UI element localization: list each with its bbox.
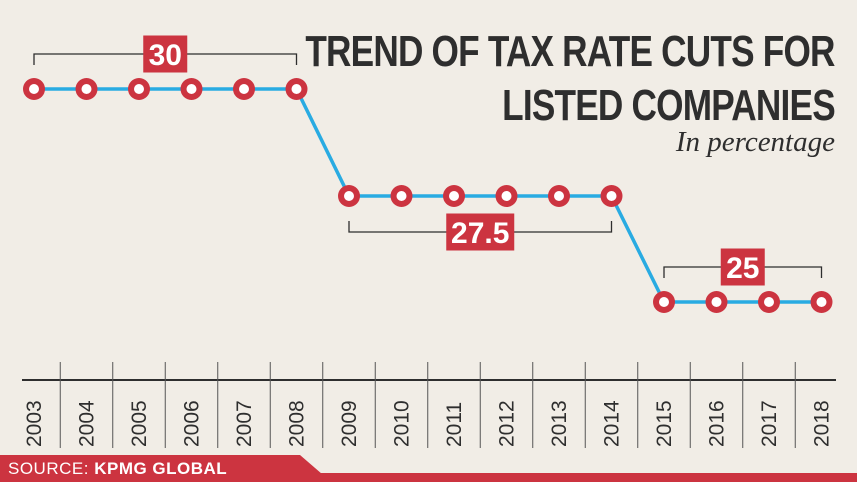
data-point-2004 bbox=[75, 78, 98, 100]
annotation-27-5: 27.5 bbox=[348, 213, 613, 251]
data-point-2016 bbox=[705, 291, 728, 313]
data-point-2011 bbox=[443, 185, 465, 207]
annotation-bracket-group: 30 27.5 25 bbox=[33, 35, 823, 286]
data-point-center bbox=[344, 191, 354, 201]
series-line-group bbox=[34, 87, 822, 304]
data-point-center bbox=[711, 297, 722, 307]
chart-subtitle: In percentage bbox=[675, 126, 835, 158]
x-tick-label-2004: 2004 bbox=[76, 400, 99, 447]
data-point-2008 bbox=[285, 78, 308, 100]
x-tick-label-2013: 2013 bbox=[548, 400, 571, 447]
data-point-center bbox=[81, 84, 92, 94]
data-point-2006 bbox=[180, 78, 203, 100]
x-tick-label-2012: 2012 bbox=[496, 400, 519, 447]
x-tick-label-2005: 2005 bbox=[128, 400, 151, 447]
data-point-center bbox=[396, 191, 407, 201]
x-tick-label-2009: 2009 bbox=[338, 400, 361, 447]
source-credit: SOURCE: KPMG GLOBAL bbox=[8, 459, 227, 479]
chart-title-line-1: TREND OF TAX RATE CUTS FOR bbox=[305, 27, 836, 76]
footer-tab bbox=[0, 455, 322, 474]
data-point-center bbox=[239, 84, 249, 94]
annotation-30: 30 bbox=[33, 35, 298, 73]
x-tick-label-2016: 2016 bbox=[706, 400, 729, 447]
annotation-label-box bbox=[143, 35, 188, 73]
annotation-label-box bbox=[720, 248, 765, 286]
data-point-2005 bbox=[128, 78, 150, 100]
annotation-label-box bbox=[446, 213, 515, 251]
x-axis: 2003 2004 2005 2006 2007 2008 2009 2010 2011 2012… bbox=[22, 362, 836, 448]
data-point-group bbox=[23, 78, 833, 313]
data-point-2009 bbox=[338, 185, 360, 207]
data-point-center bbox=[501, 191, 512, 201]
data-point-2018 bbox=[810, 291, 833, 313]
data-point-center bbox=[659, 297, 669, 307]
data-point-2007 bbox=[233, 78, 255, 100]
data-point-center bbox=[186, 84, 197, 94]
x-tick-label-2010: 2010 bbox=[391, 400, 414, 447]
data-point-2017 bbox=[758, 291, 780, 313]
data-point-2014 bbox=[600, 185, 623, 207]
x-tick-label-2014: 2014 bbox=[601, 400, 624, 447]
x-tick-label-2018: 2018 bbox=[811, 400, 834, 447]
source-label: SOURCE: bbox=[8, 459, 89, 478]
annotation-25: 25 bbox=[663, 248, 823, 286]
x-tick-label-2007: 2007 bbox=[233, 400, 256, 447]
annotation-label: 27.5 bbox=[451, 217, 509, 250]
x-tick-label-2008: 2008 bbox=[286, 400, 309, 447]
data-point-center bbox=[606, 191, 617, 201]
data-point-2012 bbox=[495, 185, 518, 207]
x-tick-label-2003: 2003 bbox=[23, 400, 46, 447]
series-line bbox=[34, 87, 822, 304]
data-point-center bbox=[134, 84, 144, 94]
x-tick-label-2006: 2006 bbox=[181, 400, 204, 447]
data-point-center bbox=[29, 84, 39, 94]
data-point-center bbox=[449, 191, 459, 201]
annotation-label: 25 bbox=[726, 252, 759, 285]
x-tick-label-2017: 2017 bbox=[758, 400, 781, 447]
chart-title-line-2: LISTED COMPANIES bbox=[502, 81, 836, 130]
x-tick-label-2015: 2015 bbox=[653, 400, 676, 447]
data-point-center bbox=[291, 84, 302, 94]
annotation-label: 30 bbox=[149, 39, 182, 72]
footer-band bbox=[0, 473, 857, 482]
source-value: KPMG GLOBAL bbox=[94, 459, 228, 478]
data-point-2013 bbox=[548, 185, 570, 207]
source-footer-shape bbox=[0, 455, 857, 482]
data-point-center bbox=[554, 191, 564, 201]
data-point-2003 bbox=[23, 78, 45, 100]
data-point-2015 bbox=[653, 291, 675, 313]
data-point-center bbox=[816, 297, 827, 307]
x-tick-label-2011: 2011 bbox=[443, 402, 466, 447]
data-point-2010 bbox=[390, 185, 413, 207]
data-point-center bbox=[764, 297, 774, 307]
